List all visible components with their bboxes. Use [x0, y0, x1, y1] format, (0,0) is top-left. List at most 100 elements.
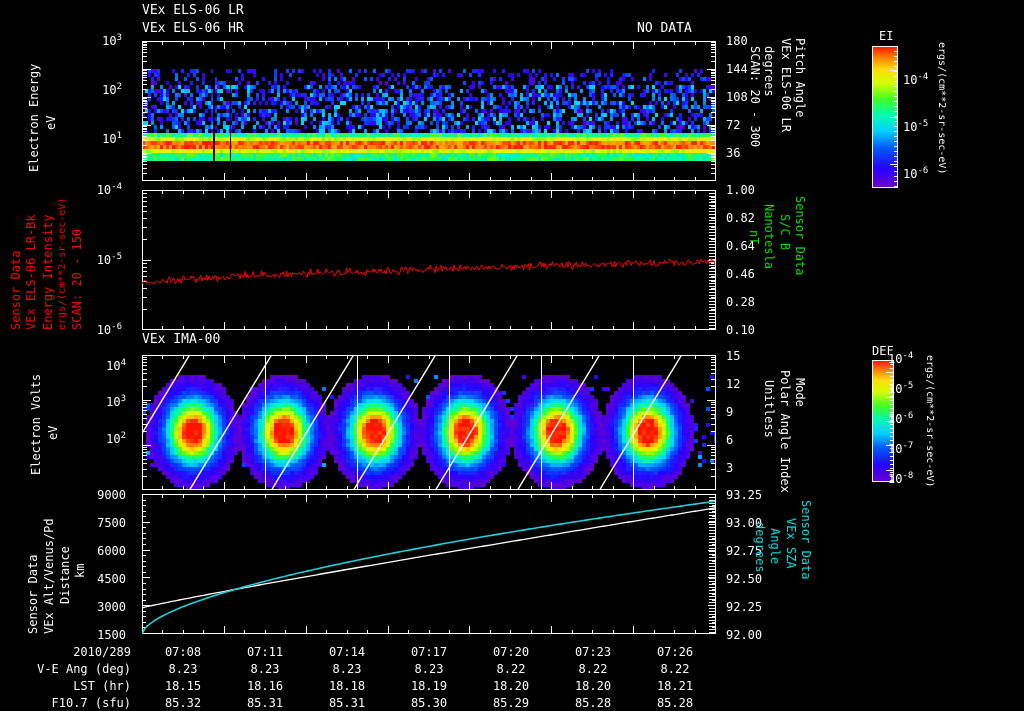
panel2-left-label-2: VEx ELS-06 LR-Bk [24, 214, 38, 330]
table-cell-f107-2: 85.31 [328, 696, 366, 710]
el-colorbar-tick-m5: 10-5 [903, 119, 929, 134]
table-cell-ve_ang-4: 8.22 [496, 662, 526, 676]
panel1-spectrogram [142, 41, 716, 181]
table-cell-f107-4: 85.29 [492, 696, 530, 710]
panel2-rtick-100: 1.00 [726, 183, 755, 197]
table-cell-ve_ang-2: 8.23 [332, 662, 362, 676]
panel3-rtick-9: 9 [726, 405, 734, 419]
panel3-rtick-15: 15 [726, 349, 741, 363]
panel2-rtick-010: 0.10 [726, 323, 755, 337]
panel1-ytick-3: 103 [102, 33, 122, 48]
panel3-left-label-1: Electron Volts [29, 373, 43, 475]
def-colorbar-tick-m4: 10-4 [888, 351, 914, 366]
panel2-left-label-5: SCAN: 20 - 150 [70, 228, 84, 330]
table-cell-lst-4: 18.20 [492, 679, 530, 693]
panel1-right-label-2: VEx ELS-06 LR [779, 38, 793, 132]
panel4-rtick-9325: 93.25 [726, 488, 763, 502]
panel2-intensity-trace [142, 190, 716, 330]
table-cell-time-6: 07:26 [656, 645, 694, 659]
panel1-right-label-1: Pitch Angle [793, 38, 807, 118]
panel1-rtick-36: 36 [726, 146, 741, 160]
table-cell-ve_ang-3: 8.23 [414, 662, 444, 676]
table-cell-ve_ang-1: 8.23 [250, 662, 280, 676]
panel3-left-label-2: eV [46, 425, 60, 440]
panel2-right-label-1: Sensor Data [793, 196, 807, 276]
panel4-right-label-3: Angle [768, 528, 782, 565]
el-colorbar-units: ergs/(cm**2-sr-sec-eV) [936, 42, 947, 175]
panel4-ytick-1500: 1500 [97, 628, 126, 642]
panel2-left-label-3: Energy Intensity [41, 214, 55, 330]
panel3-right-label-3: Unitless [762, 380, 776, 438]
panel4-ytick-9000: 9000 [97, 488, 126, 502]
panel3-title: VEx IMA-00 [142, 332, 221, 347]
el-colorbar-title: EI [879, 29, 894, 43]
def-colorbar-title: DEF [872, 344, 894, 358]
panel2-left-label-1: Sensor Data [9, 250, 23, 330]
bottom-parameter-table: 2010/289 V-E Ang (deg) LST (hr) F10.7 (sfu)… [0, 644, 1024, 710]
table-cell-ve_ang-6: 8.22 [660, 662, 690, 676]
panel1-left-label-1: Electron Energy [27, 63, 41, 172]
panel4-ytick-4500: 4500 [97, 572, 126, 586]
panel1-right-label-3: degrees [762, 46, 776, 97]
table-cell-time-1: 07:11 [246, 645, 284, 659]
panel3-ytick-4: 104 [106, 358, 126, 373]
def-colorbar-tick-m7: 10-7 [888, 441, 914, 456]
panel1-ytick-2: 102 [102, 82, 122, 97]
table-cell-f107-6: 85.28 [656, 696, 694, 710]
panel2-rtick-064: 0.64 [726, 239, 755, 253]
table-cell-lst-2: 18.18 [328, 679, 366, 693]
panel1-no-data: NO DATA [637, 21, 692, 36]
panel2-right-label-2: S/C B [778, 214, 792, 251]
panel2-right-label-3: Nanotesla [762, 204, 776, 270]
el-colorbar-tick-m6: 10-6 [903, 166, 929, 181]
panel4-left-label-1: Sensor Data [26, 554, 40, 634]
panel2-left-label-4: ergs/(cm**2-sr-sec-eV) [57, 197, 68, 330]
table-cell-lst-3: 18.19 [410, 679, 448, 693]
panel1-ytick-1: 101 [102, 131, 122, 146]
table-cell-f107-0: 85.32 [164, 696, 202, 710]
table-cell-ve_ang-0: 8.23 [168, 662, 198, 676]
panel1-title-lr: VEx ELS-06 LR [142, 3, 244, 18]
table-cell-lst-0: 18.15 [164, 679, 202, 693]
panel1-title-hr: VEx ELS-06 HR [142, 21, 244, 36]
table-cell-lst-6: 18.21 [656, 679, 694, 693]
panel4-right-label-1: Sensor Data [799, 500, 813, 580]
panel1-left-label-2: eV [44, 115, 58, 130]
panel4-altitude-sza [142, 494, 716, 634]
panel4-rtick-9300: 93.00 [726, 516, 763, 530]
el-colorbar-tick-m4: 10-4 [903, 72, 929, 87]
panel4-ytick-6000: 6000 [97, 544, 126, 558]
table-cell-f107-5: 85.28 [574, 696, 612, 710]
panel1-rtick-108: 108 [726, 90, 748, 104]
panel2-rtick-046: 0.46 [726, 267, 755, 281]
panel3-rtick-3: 3 [726, 461, 734, 475]
table-cell-f107-1: 85.31 [246, 696, 284, 710]
panel1-rtick-72: 72 [726, 118, 741, 132]
def-colorbar-gradient [872, 360, 894, 482]
panel3-rtick-12: 12 [726, 377, 741, 391]
table-cell-f107-3: 85.30 [410, 696, 448, 710]
panel4-rtick-9200: 92.00 [726, 628, 763, 642]
panel4-ytick-7500: 7500 [97, 516, 126, 530]
panel3-ytick-2: 102 [106, 431, 126, 446]
panel1-right-label-4: SCAN: 20 - 300 [748, 46, 762, 148]
panel2-rtick-082: 0.82 [726, 211, 755, 225]
panel1-rtick-180: 180 [726, 34, 748, 48]
panel4-rtick-9275: 92.75 [726, 544, 763, 558]
panel4-rtick-9225: 92.25 [726, 600, 763, 614]
table-cell-time-5: 07:23 [574, 645, 612, 659]
panel4-ytick-3000: 3000 [97, 600, 126, 614]
el-colorbar-gradient [872, 46, 898, 188]
table-row-label-1: V-E Ang (deg) [37, 662, 131, 676]
table-cell-lst-5: 18.20 [574, 679, 612, 693]
panel4-left-label-2: VEx Alt/Venus/Pd [42, 518, 56, 634]
panel2-rtick-028: 0.28 [726, 295, 755, 309]
table-cell-time-2: 07:14 [328, 645, 366, 659]
table-row-label-3: F10.7 (sfu) [51, 696, 131, 710]
panel2-right-label-4: nT [747, 230, 761, 245]
panel1-rtick-144: 144 [726, 62, 748, 76]
panel3-spectrogram [142, 355, 716, 490]
table-cell-time-3: 07:17 [410, 645, 448, 659]
panel2-ytick-m4: 10-4 [96, 182, 122, 197]
